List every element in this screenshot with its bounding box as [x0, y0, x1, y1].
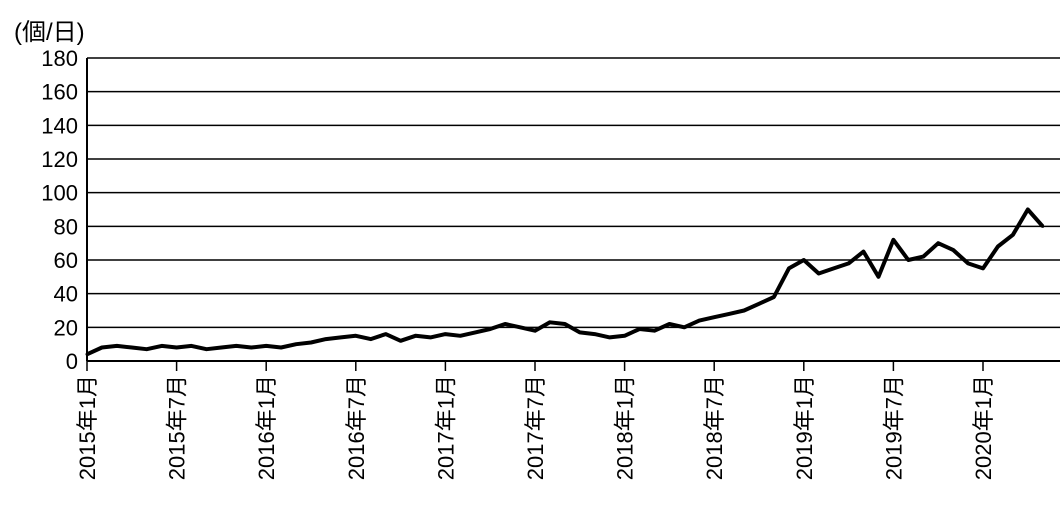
data-point — [832, 266, 836, 270]
data-point — [593, 332, 597, 336]
data-point — [652, 329, 656, 333]
data-point — [190, 344, 194, 348]
data-point — [115, 344, 119, 348]
x-tick-label: 2017年1月 — [433, 375, 458, 480]
y-tick-label: 100 — [41, 181, 78, 206]
data-point — [533, 329, 537, 333]
data-point — [1026, 208, 1030, 211]
data-point — [369, 337, 373, 341]
y-tick-label: 120 — [41, 147, 78, 172]
data-point — [667, 322, 671, 326]
data-point — [354, 334, 358, 338]
data-point — [160, 344, 164, 348]
data-point — [742, 309, 746, 312]
data-point — [1011, 233, 1015, 237]
data-point — [339, 335, 343, 339]
data-point — [906, 258, 910, 262]
data-point — [503, 322, 507, 326]
data-point — [264, 344, 268, 348]
data-point — [294, 342, 298, 346]
data-point — [324, 337, 328, 341]
x-tick-label: 2019年7月 — [881, 375, 906, 480]
data-point — [175, 346, 179, 350]
data-point — [638, 327, 642, 331]
data-point — [518, 325, 522, 329]
x-tick-label: 2019年1月 — [792, 375, 817, 480]
data-point — [443, 332, 447, 336]
data-point — [563, 322, 567, 326]
data-point — [130, 346, 134, 350]
data-point — [473, 330, 477, 334]
data-point — [996, 245, 1000, 249]
data-point — [578, 330, 582, 334]
data-point — [145, 347, 149, 351]
data-point — [85, 352, 89, 356]
data-point — [787, 266, 791, 270]
y-tick-label: 180 — [41, 46, 78, 71]
data-point — [921, 255, 925, 259]
data-point — [891, 238, 895, 242]
x-tick-label: 2020年1月 — [971, 375, 996, 480]
y-tick-label: 80 — [54, 214, 78, 239]
y-tick-label: 20 — [54, 315, 78, 340]
data-point — [697, 319, 701, 323]
gridlines — [87, 57, 1060, 362]
data-point — [772, 295, 776, 299]
data-point — [279, 346, 283, 350]
data-point — [876, 275, 880, 279]
x-tick-label: 2015年1月 — [75, 375, 100, 480]
y-tick-label: 40 — [54, 282, 78, 307]
x-tick-label: 2016年1月 — [254, 375, 279, 480]
data-point — [428, 335, 432, 339]
plot-area — [85, 207, 1045, 357]
series-line — [86, 207, 1045, 357]
x-tick-label: 2017年7月 — [523, 375, 548, 480]
data-point — [608, 335, 612, 339]
data-point — [399, 339, 403, 343]
data-point — [249, 346, 253, 350]
data-point — [817, 271, 821, 275]
x-tick-label: 2016年7月 — [344, 375, 369, 480]
y-tick-label: 0 — [66, 349, 78, 374]
data-point — [757, 302, 761, 306]
data-point — [936, 241, 940, 245]
y-axis-unit-label: (個/日) — [14, 19, 85, 46]
data-point — [712, 315, 716, 319]
data-point — [384, 332, 388, 336]
data-point — [1041, 224, 1045, 228]
y-tick-label: 140 — [41, 113, 78, 138]
data-point — [234, 344, 238, 348]
data-point — [802, 258, 806, 262]
data-point — [862, 250, 866, 254]
data-point — [951, 248, 955, 252]
y-axis: 0 20 40 60 80 100 120 140 160 180 — [41, 46, 88, 374]
data-point — [966, 261, 970, 265]
x-axis: 2015年1月 2015年7月 2016年1月 2016年7月 2017年1月 2017年… — [75, 360, 1060, 480]
data-point — [623, 334, 627, 338]
y-tick-label: 60 — [54, 248, 78, 273]
x-tick-label: 2018年7月 — [702, 375, 727, 480]
data-point — [204, 347, 208, 351]
data-point — [414, 334, 418, 338]
data-point — [981, 266, 985, 270]
data-point — [847, 261, 851, 265]
y-tick-label: 160 — [41, 80, 78, 105]
data-point — [219, 346, 223, 350]
data-point — [458, 334, 462, 338]
x-tick-label: 2015年7月 — [165, 375, 190, 480]
data-point — [727, 312, 731, 316]
x-tick-label: 2018年1月 — [613, 375, 638, 480]
data-point — [309, 340, 313, 344]
data-point — [488, 327, 492, 331]
data-point — [548, 320, 552, 324]
data-point — [100, 346, 104, 350]
data-point — [682, 325, 686, 329]
